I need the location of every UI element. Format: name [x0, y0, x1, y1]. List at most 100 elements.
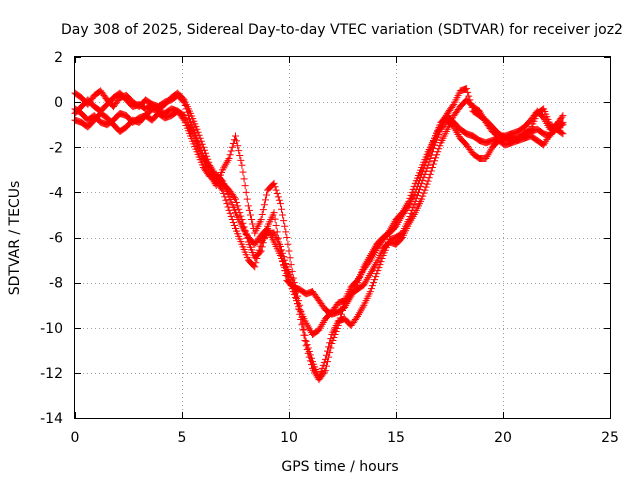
data-point — [418, 179, 426, 187]
data-point — [305, 353, 313, 361]
data-point — [295, 305, 303, 313]
data-point — [253, 255, 261, 263]
data-point — [234, 142, 242, 150]
y-tick-label: 2 — [54, 50, 63, 66]
data-point — [282, 259, 290, 267]
data-point — [233, 137, 241, 145]
y-tick-label: -4 — [49, 185, 63, 201]
data-point — [558, 113, 566, 121]
data-point — [224, 203, 232, 211]
data-point — [218, 185, 226, 193]
data-point — [281, 256, 289, 264]
data-point — [427, 167, 435, 175]
data-point — [279, 211, 287, 219]
data-point — [228, 215, 236, 223]
data-point — [432, 154, 440, 162]
data-point — [431, 157, 439, 165]
data-point — [290, 284, 298, 292]
data-point — [425, 174, 433, 182]
data-point — [242, 188, 250, 196]
data-point — [225, 206, 233, 214]
data-point — [434, 148, 442, 156]
y-tick-label: -14 — [40, 411, 63, 427]
data-point — [251, 263, 259, 271]
x-axis-label: GPS time / hours — [281, 459, 398, 475]
data-point — [330, 334, 338, 342]
data-point — [240, 223, 248, 231]
data-point — [184, 112, 192, 120]
data-point — [283, 234, 291, 241]
data-point — [306, 357, 314, 365]
data-point — [222, 196, 230, 204]
data-point — [235, 147, 243, 155]
data-point — [198, 149, 206, 157]
data-point — [297, 315, 305, 323]
data-point — [340, 303, 348, 311]
x-tick-label: 0 — [71, 430, 80, 446]
data-point — [270, 209, 278, 217]
data-point — [418, 195, 426, 203]
data-point — [233, 199, 241, 207]
data-point — [366, 288, 374, 296]
data-point — [336, 314, 344, 322]
data-point — [423, 164, 431, 172]
y-axis-label: SDTVAR / TECUs — [7, 181, 23, 296]
data-point — [236, 152, 244, 160]
data-point — [193, 134, 201, 142]
data-point — [464, 88, 472, 96]
data-point — [413, 191, 421, 199]
data-point — [243, 234, 251, 242]
data-point — [237, 156, 245, 164]
data-point — [300, 325, 308, 333]
data-point — [261, 196, 269, 204]
data-point — [367, 285, 375, 293]
data-point — [229, 218, 237, 226]
data-point — [257, 215, 265, 223]
data-point — [282, 271, 290, 279]
data-point — [237, 212, 245, 220]
y-tick-label: -10 — [40, 321, 63, 337]
data-point — [270, 179, 278, 187]
data-point — [332, 328, 340, 336]
data-point — [238, 161, 246, 169]
data-point — [291, 283, 299, 291]
data-point — [424, 177, 432, 185]
data-point — [278, 205, 286, 213]
data-point — [239, 219, 247, 227]
x-tick-label: 15 — [387, 430, 405, 446]
data-point — [371, 276, 379, 284]
data-point — [276, 200, 284, 208]
data-point — [195, 140, 203, 148]
data-point — [307, 361, 315, 369]
data-point — [226, 151, 234, 159]
data-point — [254, 250, 262, 258]
data-point — [248, 215, 256, 223]
data-point — [337, 310, 345, 318]
data-point — [278, 246, 286, 254]
x-tick-label: 20 — [494, 430, 512, 446]
data-point — [303, 346, 311, 354]
data-point — [321, 367, 329, 375]
data-point — [423, 180, 431, 188]
data-point — [429, 160, 437, 168]
data-point — [335, 318, 343, 326]
data-point — [334, 321, 342, 329]
x-tick-label: 5 — [178, 430, 187, 446]
data-point — [223, 200, 231, 208]
data-point — [226, 209, 234, 217]
data-point — [287, 261, 295, 269]
data-point — [194, 137, 202, 145]
data-point — [410, 200, 418, 208]
data-point — [252, 259, 260, 267]
data-point — [275, 196, 283, 204]
data-point — [256, 242, 264, 250]
data-point — [227, 147, 235, 155]
data-point — [370, 279, 378, 287]
data-point — [465, 92, 473, 100]
data-point — [299, 319, 307, 327]
data-point — [302, 342, 310, 350]
data-point — [421, 186, 429, 194]
data-point — [232, 132, 239, 140]
data-point — [244, 202, 252, 210]
